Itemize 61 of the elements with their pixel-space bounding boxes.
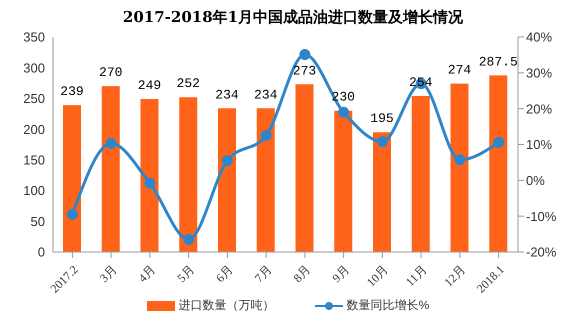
bar	[296, 84, 314, 252]
point	[260, 130, 272, 142]
point	[338, 106, 350, 118]
y-tick-label: 50	[30, 214, 45, 229]
x-tick-label: 8月	[290, 262, 314, 286]
bar	[218, 108, 236, 252]
point	[106, 138, 117, 149]
x-tick-label: 12月	[441, 262, 468, 290]
data-label: 249	[138, 78, 162, 94]
y-tick-label: 250	[23, 91, 45, 106]
bar	[373, 132, 391, 252]
data-label: 274	[448, 62, 472, 78]
bar	[102, 86, 120, 252]
data-label: 234	[254, 87, 278, 102]
data-label: 270	[99, 65, 122, 80]
y2-tick-label: -10%	[526, 208, 557, 224]
y2-tick-label: 20%	[526, 101, 552, 116]
legend-label: 数量同比增长%	[346, 297, 430, 314]
bar	[450, 84, 468, 252]
data-label: 273	[292, 63, 316, 78]
point	[183, 234, 194, 245]
y-tick-label: 350	[23, 30, 45, 45]
x-tick-label: 7月	[252, 262, 274, 286]
y2-tick-label: 30%	[526, 65, 552, 80]
point	[222, 155, 233, 166]
x-tick-label: 9月	[329, 262, 352, 286]
bar	[334, 110, 352, 252]
x-tick-label: 10月	[364, 262, 391, 290]
point	[144, 178, 156, 189]
data-label: 234	[215, 87, 239, 102]
bar	[256, 108, 275, 252]
point	[376, 136, 388, 148]
y-tick-label: 200	[23, 122, 45, 137]
data-label: 239	[60, 84, 84, 100]
y2-tick-label: 0%	[526, 172, 546, 188]
legend-label: 进口数量（万吨）	[178, 297, 275, 314]
point	[66, 208, 78, 220]
bar	[489, 75, 508, 252]
bar	[179, 97, 198, 252]
x-tick-label: 6月	[213, 262, 236, 286]
bar	[63, 105, 81, 252]
point	[493, 136, 504, 148]
y-tick-label: 100	[23, 183, 45, 198]
y2-tick-label: 40%	[526, 30, 552, 45]
bar	[412, 96, 430, 252]
chart-title: 2017-2018年1月中国成品油进口数量及增长情况	[122, 8, 464, 27]
y-tick-label: 0	[38, 244, 45, 260]
point	[454, 154, 466, 166]
y-tick-label: 150	[23, 152, 45, 168]
bar	[140, 99, 158, 252]
x-tick-label: 5月	[174, 262, 197, 286]
x-tick-label: 11月	[402, 262, 430, 290]
data-label: 195	[370, 111, 394, 126]
x-tick-label: 4月	[136, 262, 158, 286]
data-label: 287.5	[478, 54, 518, 70]
y2-tick-label: -20%	[526, 244, 557, 260]
data-label: 252	[176, 76, 200, 92]
y-tick-label: 300	[23, 60, 45, 76]
y2-tick-label: 10%	[526, 137, 552, 152]
x-tick-label: 3月	[96, 262, 120, 286]
point	[299, 49, 310, 60]
